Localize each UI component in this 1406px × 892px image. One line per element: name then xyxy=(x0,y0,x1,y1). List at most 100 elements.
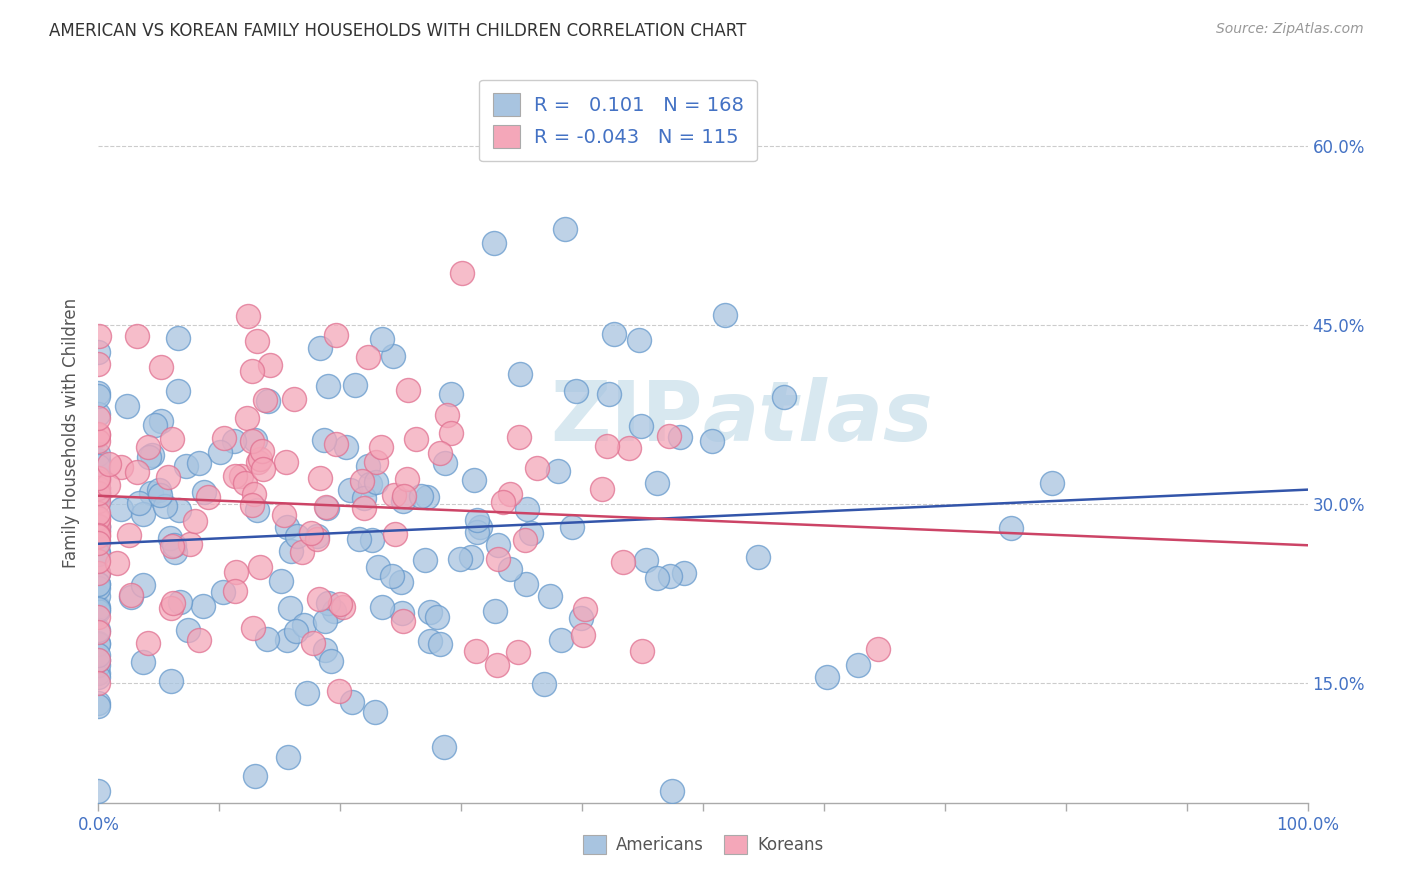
Point xyxy=(128,496,150,510)
Point xyxy=(87,506,110,520)
Point xyxy=(389,575,412,590)
Point xyxy=(169,503,191,517)
Point xyxy=(166,331,188,345)
Point xyxy=(87,473,110,487)
Point xyxy=(295,686,318,700)
Point xyxy=(249,559,271,574)
Point xyxy=(87,648,110,663)
Point xyxy=(256,632,278,646)
Point xyxy=(87,566,110,580)
Point xyxy=(240,434,263,448)
Point xyxy=(138,636,160,650)
Point xyxy=(87,528,110,542)
Point xyxy=(87,636,110,650)
Point xyxy=(363,705,385,719)
Point xyxy=(315,500,337,514)
Point xyxy=(747,549,769,564)
Point xyxy=(353,491,375,505)
Point xyxy=(229,469,252,483)
Point xyxy=(87,481,110,495)
Point xyxy=(508,430,530,444)
Point xyxy=(87,329,110,343)
Point xyxy=(846,658,869,673)
Point xyxy=(87,523,110,537)
Point xyxy=(371,332,394,346)
Point xyxy=(87,453,110,467)
Point xyxy=(87,602,110,616)
Point xyxy=(772,390,794,404)
Point xyxy=(188,456,211,470)
Point xyxy=(87,471,110,485)
Point xyxy=(426,610,449,624)
Y-axis label: Family Households with Children: Family Households with Children xyxy=(62,298,80,567)
Point xyxy=(193,484,215,499)
Point xyxy=(188,632,211,647)
Point xyxy=(343,377,366,392)
Point xyxy=(347,532,370,546)
Point xyxy=(429,446,451,460)
Point xyxy=(87,428,110,442)
Point xyxy=(515,533,537,548)
Point xyxy=(132,577,155,591)
Point xyxy=(321,653,343,667)
Point xyxy=(179,537,201,551)
Point xyxy=(815,669,838,683)
Point xyxy=(307,533,329,547)
Point xyxy=(87,636,110,650)
Point xyxy=(492,495,515,509)
Point xyxy=(132,656,155,670)
Point xyxy=(87,533,110,548)
Point xyxy=(246,334,269,348)
Point xyxy=(486,552,509,566)
Point xyxy=(225,565,247,579)
Point xyxy=(612,555,634,569)
Point xyxy=(283,392,305,406)
Point xyxy=(538,589,561,603)
Point xyxy=(87,389,110,403)
Point xyxy=(419,634,441,648)
Point xyxy=(340,695,363,709)
Point xyxy=(87,510,110,524)
Point xyxy=(571,628,593,642)
Point xyxy=(439,387,461,401)
Point xyxy=(212,430,235,444)
Point xyxy=(1040,476,1063,491)
Point xyxy=(449,552,471,566)
Point xyxy=(136,440,159,454)
Point xyxy=(484,604,506,618)
Point xyxy=(87,486,110,500)
Point xyxy=(159,600,181,615)
Point xyxy=(520,526,543,541)
Point xyxy=(87,623,110,637)
Point xyxy=(110,460,132,475)
Point xyxy=(87,520,110,534)
Point xyxy=(506,645,529,659)
Point xyxy=(370,441,392,455)
Point xyxy=(87,676,110,690)
Point xyxy=(162,596,184,610)
Point xyxy=(359,476,381,491)
Point xyxy=(526,461,548,475)
Point xyxy=(509,367,531,381)
Point xyxy=(259,358,281,372)
Point xyxy=(87,589,110,603)
Point xyxy=(87,427,110,442)
Point xyxy=(87,547,110,561)
Point xyxy=(636,552,658,566)
Point xyxy=(87,475,110,489)
Point xyxy=(661,784,683,798)
Point xyxy=(163,539,186,553)
Point xyxy=(392,489,415,503)
Point xyxy=(382,349,405,363)
Point xyxy=(87,566,110,580)
Point xyxy=(87,490,110,504)
Point xyxy=(436,409,458,423)
Point xyxy=(463,473,485,487)
Point xyxy=(322,604,344,618)
Point xyxy=(309,341,332,355)
Point xyxy=(314,614,336,628)
Point xyxy=(434,456,457,470)
Point xyxy=(87,456,110,470)
Point xyxy=(149,414,172,428)
Point xyxy=(485,657,508,672)
